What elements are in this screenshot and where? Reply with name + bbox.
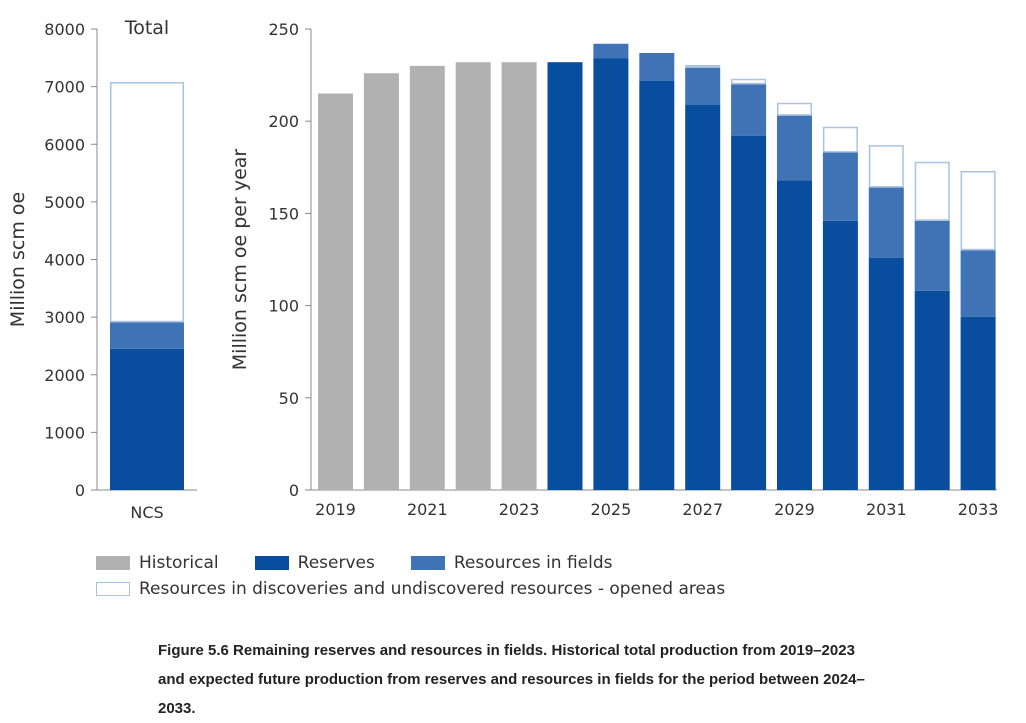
legend-swatch-resources-in-fields (410, 556, 445, 570)
y-tick-label: 6000 (44, 135, 85, 154)
bar-historical-2022 (455, 62, 491, 490)
y-tick-label: 100 (268, 297, 299, 316)
legend-label-resources-in-fields: Resources in fields (453, 553, 613, 573)
bar-resources-in-fields-NCS (110, 322, 184, 349)
legend-swatch-reserves (254, 556, 289, 570)
x-tick-label: 2019 (315, 500, 356, 519)
x-tick-label: NCS (130, 503, 163, 522)
legend-label-discoveries: Resources in discoveries and undiscovere… (139, 579, 726, 599)
legend-label-historical: Historical (139, 553, 219, 573)
bar-reserves-NCS (110, 348, 184, 490)
bar-resources-in-discoveries-and-undiscovered-resources-opened-areas-NCS (110, 82, 184, 323)
x-tick-label: 2025 (591, 500, 632, 519)
y-tick-label: 250 (268, 20, 299, 39)
legend-item-historical: Historical (96, 553, 219, 573)
x-tick-label: 2027 (682, 500, 723, 519)
bar-reserves-2032 (914, 290, 950, 490)
bar-resources-in-fields-2025 (593, 43, 629, 59)
bar-resources-in-discoveries-and-undiscovered-resources-opened-areas-2033 (960, 170, 996, 251)
y-tick-label: 150 (268, 204, 299, 223)
chart: 010002000300040005000600070008000Million… (7, 17, 998, 522)
bar-resources-in-discoveries-and-undiscovered-resources-opened-areas-2032 (914, 161, 950, 221)
bar-historical-2020 (363, 73, 399, 491)
bar-resources-in-fields-2029 (777, 115, 812, 181)
y-axis-label: Million scm oe per year (229, 149, 251, 371)
x-tick-label: 2033 (958, 500, 999, 519)
bar-resources-in-discoveries-and-undiscovered-resources-opened-areas-2028 (731, 78, 767, 85)
bar-resources-in-fields-2033 (960, 250, 996, 317)
y-tick-label: 0 (289, 481, 299, 500)
bar-resources-in-discoveries-and-undiscovered-resources-opened-areas-2029 (777, 102, 812, 116)
bar-reserves-2031 (868, 257, 904, 490)
bar-resources-in-fields-2030 (822, 152, 858, 221)
bar-resources-in-discoveries-and-undiscovered-resources-opened-areas-2030 (822, 126, 858, 153)
y-tick-label: 50 (279, 389, 299, 408)
x-tick-label: 2023 (499, 500, 540, 519)
y-tick-label: 5000 (44, 193, 85, 212)
bar-reserves-2030 (822, 220, 858, 490)
bar-resources-in-fields-2032 (914, 220, 950, 291)
y-tick-label: 3000 (44, 308, 85, 327)
bar-reserves-2025 (593, 58, 629, 491)
bar-resources-in-fields-2031 (868, 187, 904, 258)
chart-title: Total (124, 17, 169, 39)
legend-item-reserves: Reserves (254, 553, 375, 573)
legend-swatch-discoveries (96, 582, 130, 596)
bar-historical-2021 (409, 65, 445, 490)
y-tick-label: 1000 (44, 423, 85, 442)
legend: Historical Reserves Resources in fields … (96, 550, 761, 602)
y-tick-label: 7000 (44, 78, 85, 97)
y-tick-label: 2000 (44, 366, 85, 385)
bar-reserves-2033 (960, 316, 996, 490)
y-tick-label: 0 (75, 481, 85, 500)
legend-item-discoveries: Resources in discoveries and undiscovere… (96, 579, 725, 599)
x-tick-label: 2031 (866, 500, 907, 519)
bar-historical-2023 (501, 62, 537, 490)
bar-reserves-2024 (547, 62, 583, 490)
bar-historical-2019 (318, 93, 353, 490)
y-tick-label: 4000 (44, 251, 85, 270)
total-chart: 0 1000 2000 3000 4000 5000 6000 7000 8000 Million… (7, 17, 197, 522)
bar-reserves-2029 (777, 180, 812, 490)
legend-label-reserves: Reserves (297, 553, 375, 573)
bar-reserves-2026 (639, 80, 675, 490)
annual-chart: 0 50 100 150 200 250 Million scm oe per year 20… (229, 20, 998, 519)
bar-resources-in-fields-2027 (685, 67, 721, 105)
bar-resources-in-discoveries-and-undiscovered-resources-opened-areas-2027 (685, 64, 721, 68)
y-tick-label: 8000 (44, 20, 85, 39)
bar-reserves-2028 (731, 135, 767, 490)
x-tick-label: 2021 (407, 500, 448, 519)
y-axis-label: Million scm oe (7, 192, 29, 327)
bar-reserves-2027 (685, 104, 721, 490)
legend-swatch-historical (96, 556, 130, 570)
x-tick-label: 2029 (774, 500, 815, 519)
legend-item-resources-in-fields: Resources in fields (410, 553, 613, 573)
bar-resources-in-fields-2026 (639, 52, 675, 81)
bar-resources-in-discoveries-and-undiscovered-resources-opened-areas-2031 (868, 145, 904, 188)
figure-caption: Figure 5.6 Remaining reserves and resour… (158, 642, 865, 717)
y-tick-label: 200 (268, 112, 299, 131)
bar-resources-in-fields-2028 (731, 84, 767, 136)
